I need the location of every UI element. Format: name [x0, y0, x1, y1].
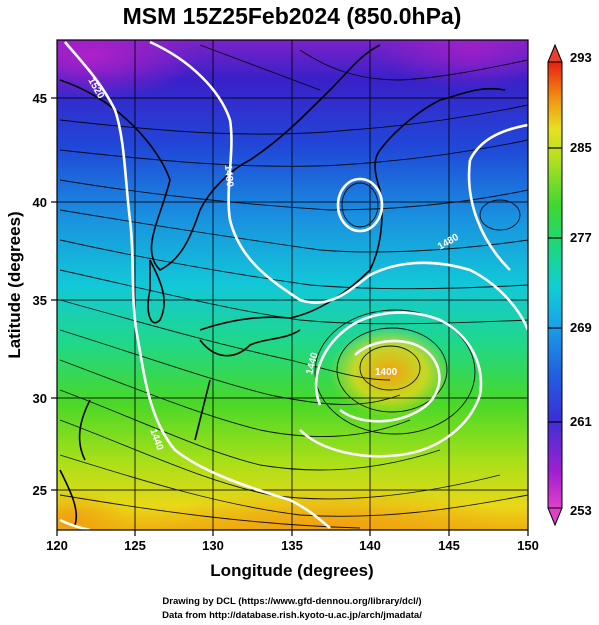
x-tick-label: 145 [438, 538, 460, 553]
y-tick-labels: 25 30 35 40 45 [33, 91, 47, 498]
colorbar-body [547, 61, 563, 509]
map-title: MSM 15Z25Feb2024 (850.0hPa) [123, 3, 462, 29]
x-tick-label: 120 [46, 538, 68, 553]
colorbar-max-label: 293 [570, 50, 592, 65]
x-tick-label: 140 [359, 538, 381, 553]
grid-lines [57, 40, 528, 530]
y-tick-label: 25 [33, 483, 47, 498]
colorbar-label: 269 [570, 320, 592, 335]
colorbar-label: 261 [570, 414, 592, 429]
contour-label-4: 1400 [375, 367, 398, 378]
colorbar-top-arrow [547, 43, 563, 63]
y-tick-label: 40 [33, 195, 47, 210]
x-tick-label: 130 [202, 538, 224, 553]
y-tick-label: 45 [33, 91, 47, 106]
x-tick-label: 135 [281, 538, 303, 553]
y-tick-label: 30 [33, 391, 47, 406]
x-tick-labels: 120 125 130 135 140 145 150 [46, 538, 539, 553]
y-tick-label: 35 [33, 293, 47, 308]
cold-core-northeast [380, 40, 528, 90]
colorbar-ticks [548, 147, 562, 423]
colorbar-bottom-arrow [547, 507, 563, 527]
colorbar-min-label: 253 [570, 503, 592, 518]
x-tick-label: 150 [517, 538, 539, 553]
credit-line-1: Drawing by DCL (https://www.gfd-dennou.o… [162, 596, 421, 607]
tick-marks [51, 97, 529, 536]
contour-label-2: 1480 [222, 164, 235, 188]
wind-streamlines [59, 44, 528, 529]
warm-region-south [150, 485, 510, 530]
cold-core-northwest [57, 40, 200, 100]
x-axis-title: Longitude (degrees) [210, 561, 373, 580]
warm-region-southwest [57, 490, 130, 530]
credit-line-2: Data from http://database.rish.kyoto-u.a… [162, 610, 422, 621]
geopotential-contours [59, 40, 528, 530]
colorbar: 293 285 277 269 261 253 [547, 43, 592, 527]
y-axis-title: Latitude (degrees) [5, 211, 24, 358]
colorbar-label: 277 [570, 230, 592, 245]
x-tick-label: 125 [124, 538, 146, 553]
plot-area: 1520 1480 1440 1400 1440 1480 [57, 40, 528, 530]
coastlines [59, 44, 506, 526]
colorbar-label: 285 [570, 140, 592, 155]
